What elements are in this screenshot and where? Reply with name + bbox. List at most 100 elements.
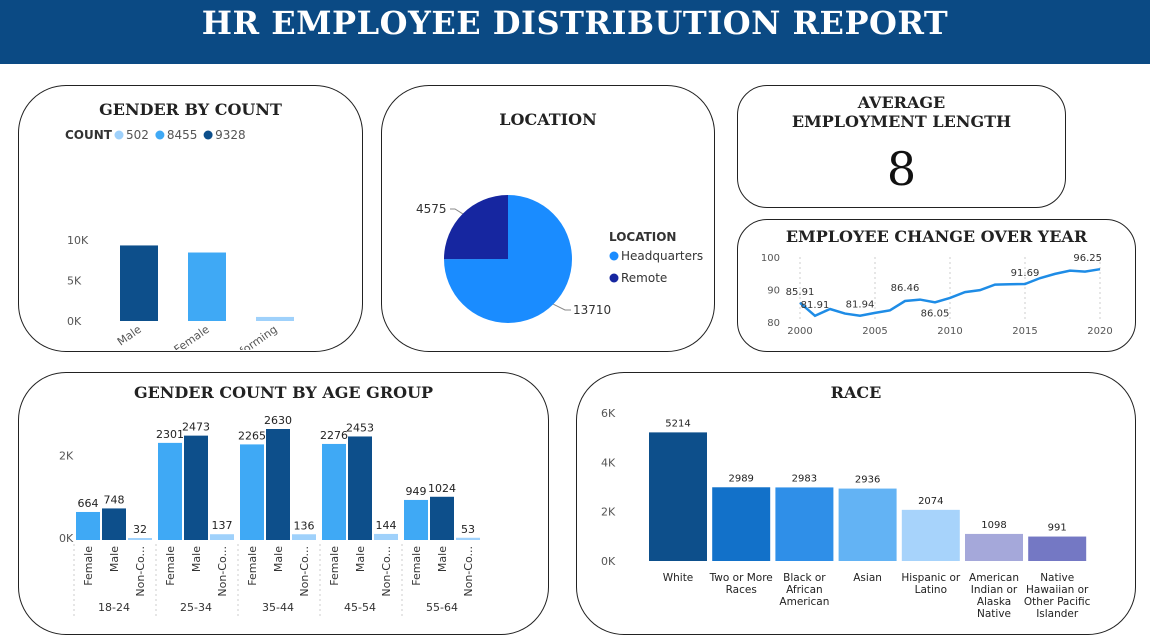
data-label: 991 [1048, 523, 1067, 534]
gender-count-chart: COUNT 502 8455 9328 0K 5K 10K Male FemaleNon-Con… [65, 128, 294, 350]
x-tick-label: Asian [853, 572, 882, 584]
data-label: 53 [461, 523, 475, 536]
x-tick-label: Non-Co... [298, 546, 311, 597]
x-tick-label: Male [354, 546, 367, 572]
pie-slice [444, 195, 572, 323]
y-tick-label: 10K [67, 234, 89, 247]
legend-title: COUNT [65, 128, 113, 142]
x-tick-label: Non-Co... [134, 546, 147, 597]
data-label: 2936 [855, 475, 880, 486]
x-tick-label: 2010 [937, 326, 962, 337]
slice-value-label: 4575 [416, 202, 447, 216]
legend-label: 8455 [167, 128, 198, 142]
bar [102, 508, 126, 540]
x-tick-label: Female [172, 323, 212, 350]
bar [404, 499, 428, 540]
x-tick-label: 2000 [787, 326, 812, 337]
bar [712, 487, 771, 561]
x-tick-label: Alaska [977, 596, 1011, 608]
bar [456, 537, 480, 540]
legend-label: 502 [126, 128, 149, 142]
x-tick-label: Female [246, 546, 259, 586]
bar [965, 533, 1023, 561]
data-label: 91.69 [1011, 268, 1040, 279]
data-label: 949 [406, 485, 427, 498]
avg-employment-value: 8 [886, 142, 917, 196]
y-tick-label: 5K [67, 275, 82, 288]
x-tick-label: Non-Co... [380, 546, 393, 597]
data-label: 2983 [792, 473, 817, 484]
legend-marker [609, 273, 619, 283]
x-tick-label: White [663, 572, 694, 584]
age-group-title: GENDER COUNT BY AGE GROUP [133, 383, 434, 402]
gender-count-panel: GENDER BY COUNT COUNT 502 8455 9328 0K 5K 10K M… [18, 85, 363, 352]
leader-line [553, 303, 571, 311]
legend-title: LOCATION [609, 230, 676, 244]
bar [374, 533, 398, 540]
employee-change-title: EMPLOYEE CHANGE OVER YEAR [785, 227, 1088, 246]
bar [430, 496, 454, 540]
x-tick-label: Female [410, 546, 423, 586]
data-label: 86.46 [891, 283, 920, 294]
bar [901, 509, 960, 561]
employee-change-panel: EMPLOYEE CHANGE OVER YEAR 80 90 100 2000 200… [737, 219, 1136, 352]
y-tick-label: 6K [601, 407, 616, 420]
data-label: 1024 [428, 482, 456, 495]
data-label: 86.05 [921, 308, 950, 319]
data-label: 2453 [346, 421, 374, 434]
bar [266, 429, 290, 540]
location-panel: LOCATION 13710 4575 LOCATION Headquarters Re… [381, 85, 715, 352]
bar [240, 444, 264, 540]
y-tick-label: 0K [601, 555, 616, 568]
y-tick-label: 100 [761, 253, 780, 264]
y-tick-label: 0K [67, 315, 82, 328]
slice-value-label: 13710 [573, 303, 611, 317]
legend-label: 9328 [215, 128, 246, 142]
x-tick-label: Non-Co... [216, 546, 229, 597]
avg-employment-panel: AVERAGE EMPLOYMENT LENGTH 8 [737, 85, 1066, 208]
data-label: 137 [212, 519, 233, 532]
x-tick-label: Hawaiian or [1026, 584, 1089, 596]
data-label: 664 [78, 497, 99, 510]
x-tick-label: Native [1040, 572, 1074, 584]
x-tick-label: Other Pacific [1024, 596, 1091, 608]
data-label: 136 [294, 519, 315, 532]
group-label: 45-54 [344, 601, 376, 614]
bar [210, 534, 234, 540]
x-tick-label: American [779, 596, 829, 608]
y-tick-label: 0K [59, 532, 74, 545]
x-tick-label: American [969, 572, 1019, 584]
data-label: 2265 [238, 429, 266, 442]
bar [158, 442, 182, 540]
data-label: 2301 [156, 428, 184, 441]
x-tick-label: 2020 [1087, 326, 1112, 337]
data-label: 85.91 [786, 287, 815, 298]
bar [649, 432, 707, 561]
data-label: 32 [133, 523, 147, 536]
x-tick-label: Male [108, 546, 121, 572]
data-label: 748 [104, 493, 125, 506]
x-tick-label: Female [164, 546, 177, 586]
x-tick-label: African [786, 584, 823, 596]
age-group-chart: 0K 2K 664 Female 748 Male 32 Non-Co... 18-24 2301… [59, 414, 480, 618]
race-panel: RACE 0K 2K 4K 6K 5214 White 2989 Two or More Rac… [576, 372, 1136, 635]
group-label: 18-24 [98, 601, 130, 614]
age-group-panel: GENDER COUNT BY AGE GROUP 0K 2K 664 Female 7… [18, 372, 549, 635]
race-title: RACE [830, 383, 882, 402]
location-chart: 13710 4575 LOCATION Headquarters Remote [416, 195, 703, 323]
data-label: 2630 [264, 414, 292, 427]
bar [128, 538, 152, 540]
data-label: 2473 [182, 421, 210, 434]
data-label: 2989 [728, 473, 753, 484]
leader-line [450, 208, 463, 215]
x-tick-label: Islander [1036, 608, 1079, 620]
bar [348, 436, 372, 540]
x-tick-label: Indian or [971, 584, 1018, 596]
x-tick-label: Female [328, 546, 341, 586]
x-tick-label: Male [436, 546, 449, 572]
x-tick-label: Non-Co... [462, 546, 475, 597]
group-label: 25-34 [180, 601, 212, 614]
bar [76, 511, 100, 540]
bar [188, 252, 226, 321]
